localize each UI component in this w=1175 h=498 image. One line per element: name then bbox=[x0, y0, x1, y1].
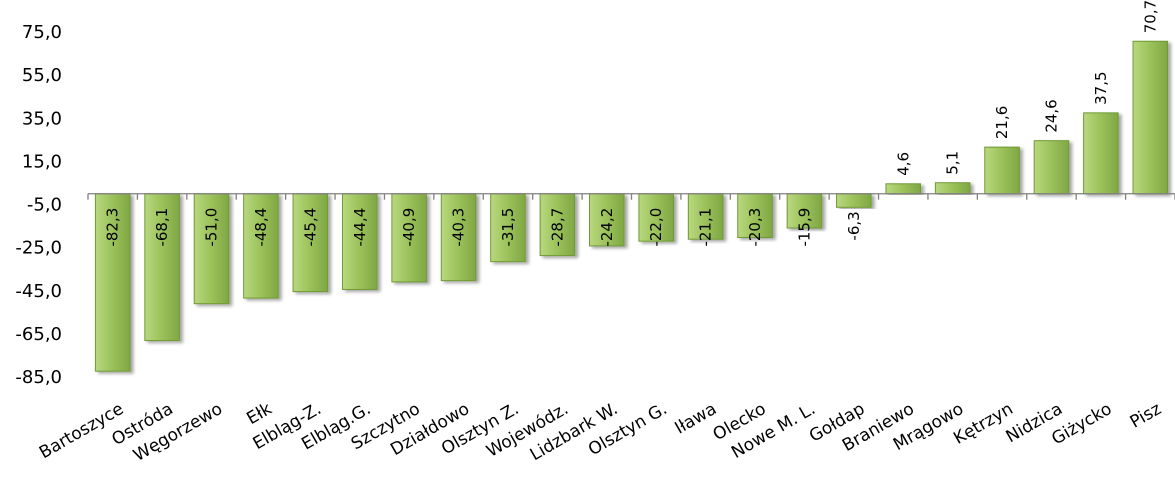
data-label: 5,1 bbox=[944, 151, 962, 175]
category-label: Pisz bbox=[1127, 399, 1165, 433]
data-label: -15,9 bbox=[795, 208, 813, 247]
bar bbox=[1132, 40, 1169, 195]
data-label: -51,0 bbox=[203, 208, 221, 247]
data-label: -31,5 bbox=[499, 208, 517, 247]
data-label: 70,7 bbox=[1141, 0, 1159, 33]
y-tick-label: -5,0 bbox=[27, 195, 62, 216]
y-tick-label: 75,0 bbox=[22, 22, 62, 43]
bar bbox=[885, 183, 922, 195]
bar bbox=[391, 193, 427, 283]
bar bbox=[490, 193, 526, 263]
data-label: 37,5 bbox=[1092, 71, 1110, 104]
bar bbox=[539, 193, 576, 257]
data-label: -28,7 bbox=[548, 208, 566, 247]
bar bbox=[589, 193, 625, 247]
bar bbox=[836, 193, 872, 208]
y-tick-label: 55,0 bbox=[22, 65, 62, 86]
bar bbox=[786, 193, 823, 229]
bar bbox=[243, 193, 279, 299]
data-label: -82,3 bbox=[104, 208, 122, 247]
data-label: 24,6 bbox=[1042, 99, 1060, 132]
y-tick-label: -45,0 bbox=[15, 281, 62, 302]
labels-layer: -82,3 -68,1 -51,0 -48,4 -45,4 -44,4 -40,9 -40,3… bbox=[36, 0, 1165, 466]
bar bbox=[94, 193, 131, 372]
bar bbox=[984, 146, 1020, 195]
bar bbox=[144, 193, 180, 342]
y-tick-label: -25,0 bbox=[15, 238, 62, 259]
data-label: -24,2 bbox=[598, 208, 616, 247]
axis-layer: 75,0 55,0 35,0 15,0 -5,0 -25,0 -45,0 -65,0 -85,0 bbox=[15, 22, 1175, 388]
data-label: -45,4 bbox=[301, 208, 319, 247]
bars-layer bbox=[94, 40, 1169, 372]
data-label: -22,0 bbox=[647, 208, 665, 247]
bar bbox=[292, 193, 329, 293]
data-label: -20,3 bbox=[746, 208, 764, 247]
data-label: -6,3 bbox=[845, 211, 863, 240]
data-label: 21,6 bbox=[993, 106, 1011, 139]
bar bbox=[687, 193, 724, 240]
y-tick-label: -65,0 bbox=[15, 324, 62, 345]
data-label: -40,9 bbox=[400, 208, 418, 247]
data-label: -68,1 bbox=[153, 208, 171, 247]
data-label: 4,6 bbox=[894, 152, 912, 176]
bar bbox=[440, 193, 477, 282]
y-tick-label: -85,0 bbox=[15, 367, 62, 388]
bar bbox=[1083, 112, 1119, 195]
bar bbox=[638, 193, 674, 242]
data-label: -44,4 bbox=[351, 208, 369, 247]
bar bbox=[341, 193, 378, 290]
y-tick-label: 35,0 bbox=[22, 108, 62, 129]
data-label: -21,1 bbox=[697, 208, 715, 247]
bar bbox=[934, 182, 971, 195]
y-tick-label: 15,0 bbox=[22, 151, 62, 172]
data-label: -48,4 bbox=[252, 208, 270, 247]
bar bbox=[1033, 140, 1070, 195]
data-label: -40,3 bbox=[450, 208, 468, 247]
